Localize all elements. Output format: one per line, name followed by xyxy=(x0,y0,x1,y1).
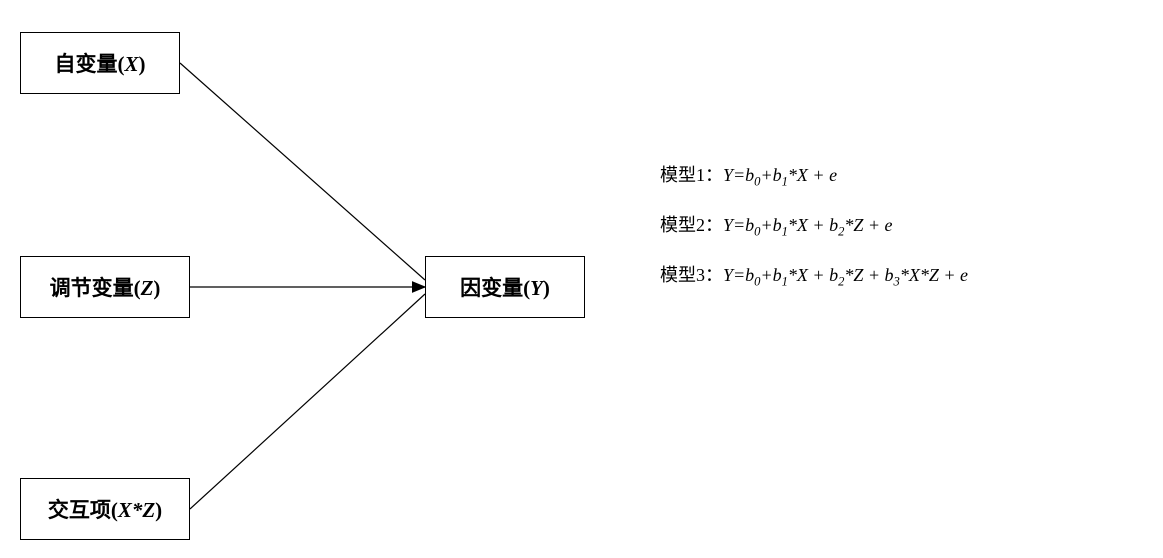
node-z-suffix: ) xyxy=(153,276,160,300)
eq1-math: Y=b0+b1*X + e xyxy=(723,165,837,185)
node-xz-label: 交互项(X*Z) xyxy=(48,494,162,524)
node-z: 调节变量(Z) xyxy=(20,256,190,318)
equations-block: 模型1：Y=b0+b1*X + e 模型2：Y=b0+b1*X + b2*Z +… xyxy=(660,166,968,289)
edge-xz-y xyxy=(190,294,425,509)
eq2-math: Y=b0+b1*X + b2*Z + e xyxy=(723,215,893,235)
equation-1: 模型1：Y=b0+b1*X + e xyxy=(660,166,968,188)
equation-2: 模型2：Y=b0+b1*X + b2*Z + e xyxy=(660,216,968,238)
node-z-var: Z xyxy=(141,276,154,300)
diagram-canvas: 自变量(X) 调节变量(Z) 交互项(X*Z) 因变量(Y) 模型1：Y=b0+… xyxy=(0,0,1163,558)
node-x: 自变量(X) xyxy=(20,32,180,94)
node-xz-suffix: ) xyxy=(155,498,162,522)
node-xz-var: X*Z xyxy=(118,498,155,522)
edge-x-y xyxy=(180,63,425,280)
node-y-label: 因变量(Y) xyxy=(460,272,550,302)
node-z-prefix: 调节变量( xyxy=(50,276,141,300)
eq1-label: 模型1： xyxy=(660,165,723,185)
eq3-label: 模型3： xyxy=(660,265,723,285)
node-x-label: 自变量(X) xyxy=(54,48,145,78)
eq2-label: 模型2： xyxy=(660,215,723,235)
node-y-var: Y xyxy=(530,276,543,300)
node-y-prefix: 因变量( xyxy=(460,276,530,300)
node-z-label: 调节变量(Z) xyxy=(50,272,161,302)
node-x-prefix: 自变量( xyxy=(54,52,124,76)
node-x-var: X xyxy=(124,52,138,76)
eq3-math: Y=b0+b1*X + b2*Z + b3*X*Z + e xyxy=(723,265,968,285)
node-x-suffix: ) xyxy=(139,52,146,76)
node-xz-prefix: 交互项( xyxy=(48,498,118,522)
node-y: 因变量(Y) xyxy=(425,256,585,318)
equation-3: 模型3：Y=b0+b1*X + b2*Z + b3*X*Z + e xyxy=(660,266,968,288)
node-y-suffix: ) xyxy=(543,276,550,300)
node-xz: 交互项(X*Z) xyxy=(20,478,190,540)
